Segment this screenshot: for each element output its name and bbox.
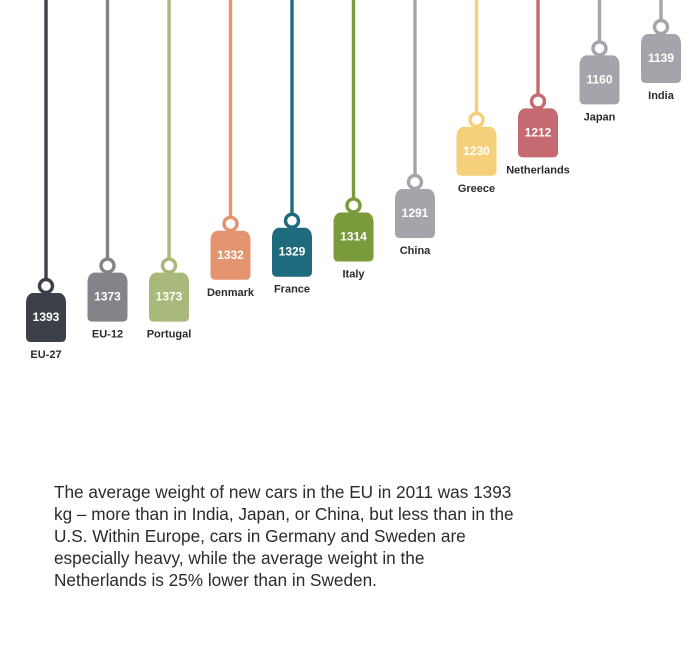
weight-tag-portugal: 1373 Portugal <box>147 0 192 341</box>
tag-value-label: 1139 <box>648 51 674 65</box>
tag-body <box>210 230 251 280</box>
tag-body <box>579 55 620 105</box>
tag-body <box>333 212 374 262</box>
weight-tag-eu-27: 1393 EU-27 <box>26 0 66 361</box>
tag-category-label: China <box>400 245 431 257</box>
tag-value-label: 1373 <box>94 290 121 304</box>
tag-ring <box>468 111 485 128</box>
tag-ring <box>529 93 547 110</box>
tag-value-label: 1329 <box>279 245 306 259</box>
weight-tag-france: 1329 France <box>272 0 312 296</box>
tag-value-label: 1393 <box>33 310 60 324</box>
weight-tag-netherlands: 1212 Netherlands <box>506 0 570 176</box>
tag-value-label: 1160 <box>586 72 612 86</box>
tag-value-label: 1230 <box>463 144 490 158</box>
weight-tag-india: 1139 India <box>641 0 681 102</box>
tag-body <box>149 272 189 322</box>
tag-value-label: 1314 <box>340 229 367 243</box>
tag-ring <box>345 197 362 214</box>
hanging-tags-chart: 1393 EU-27 1373 EU-12 1373 Portugal 1332 Denmar… <box>26 0 681 361</box>
tag-category-label: France <box>274 284 310 296</box>
tag-category-label: Netherlands <box>506 164 570 176</box>
weight-tag-china: 1291 China <box>395 0 435 257</box>
tag-category-label: Denmark <box>207 287 255 299</box>
tag-category-label: Greece <box>458 183 495 195</box>
tag-body <box>395 188 435 238</box>
tag-ring <box>652 18 670 36</box>
tag-value-label: 1373 <box>156 290 183 304</box>
tag-ring <box>406 173 424 191</box>
tag-category-label: Italy <box>342 268 365 280</box>
tag-body <box>272 227 312 277</box>
tag-category-label: EU-27 <box>30 349 61 361</box>
tag-ring <box>283 212 301 229</box>
tag-category-label: India <box>648 90 675 102</box>
tag-body <box>87 272 128 322</box>
weight-tag-japan: 1160 Japan <box>579 0 620 123</box>
tag-ring <box>99 257 116 274</box>
weight-tag-eu-12: 1373 EU-12 <box>87 0 128 341</box>
tag-ring <box>160 257 178 274</box>
tag-category-label: Japan <box>584 111 616 123</box>
tag-ring <box>37 277 55 295</box>
tag-ring <box>591 40 608 57</box>
weight-tag-greece: 1230 Greece <box>456 0 497 195</box>
tag-body <box>641 34 681 83</box>
tag-body <box>518 108 558 158</box>
tag-category-label: EU-12 <box>92 329 123 341</box>
tag-body <box>26 293 66 342</box>
tag-category-label: Portugal <box>147 329 192 341</box>
caption-text: The average weight of new cars in the EU… <box>54 482 514 590</box>
tag-value-label: 1291 <box>402 206 429 220</box>
tag-value-label: 1212 <box>525 125 552 139</box>
tag-value-label: 1332 <box>217 248 244 262</box>
tag-ring <box>222 215 239 232</box>
weight-tag-denmark: 1332 Denmark <box>207 0 255 299</box>
weight-tag-italy: 1314 Italy <box>333 0 374 280</box>
tag-body <box>456 126 497 176</box>
